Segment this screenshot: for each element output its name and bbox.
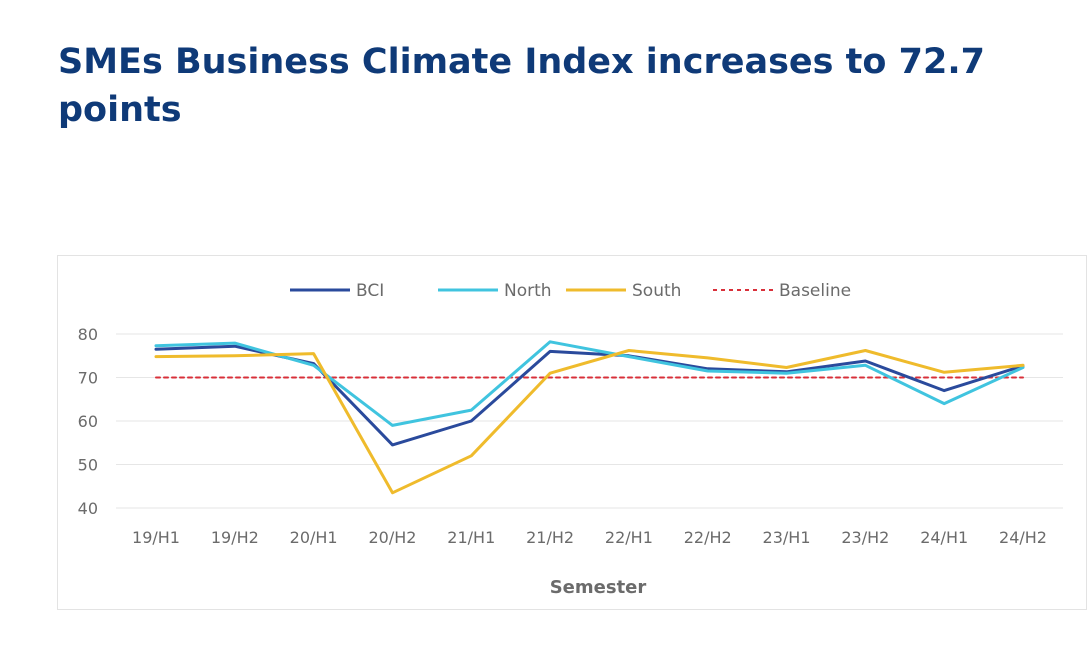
x-tick-label: 20/H2 xyxy=(368,528,416,547)
y-tick-label: 80 xyxy=(78,325,98,344)
x-tick-label: 22/H1 xyxy=(605,528,653,547)
chart-series xyxy=(154,340,1025,495)
y-tick-label: 60 xyxy=(78,412,98,431)
x-axis-label: Semester xyxy=(550,577,647,598)
x-tick-label: 19/H1 xyxy=(132,528,180,547)
legend-label-south: South xyxy=(632,281,681,301)
series-line-south xyxy=(154,349,1025,495)
legend-label-baseline: Baseline xyxy=(779,281,851,301)
x-tick-label: 21/H2 xyxy=(526,528,574,547)
chart-legend: BCI North South Baseline xyxy=(290,281,851,301)
chart-panel: BCI North South Baseline 40 50 60 70 80 19/H1 19… xyxy=(57,255,1087,610)
x-tick-label: 21/H1 xyxy=(447,528,495,547)
x-tick-label: 19/H2 xyxy=(211,528,259,547)
legend-label-north: North xyxy=(504,281,552,301)
page-title: SMEs Business Climate Index increases to… xyxy=(58,42,985,130)
chart-gridlines xyxy=(116,333,1063,509)
x-tick-label: 23/H2 xyxy=(841,528,889,547)
series-line-north xyxy=(154,340,1025,427)
legend-label-bci: BCI xyxy=(356,281,384,301)
y-tick-label: 50 xyxy=(78,456,98,475)
y-tick-label: 40 xyxy=(78,499,98,518)
x-tick-label: 24/H2 xyxy=(999,528,1047,547)
x-tick-label: 23/H1 xyxy=(763,528,811,547)
x-tick-label: 22/H2 xyxy=(684,528,732,547)
x-tick-label: 24/H1 xyxy=(920,528,968,547)
x-tick-label: 20/H1 xyxy=(290,528,338,547)
x-axis-ticks: 19/H1 19/H2 20/H1 20/H2 21/H1 21/H2 22/H1 22/H2… xyxy=(132,528,1047,547)
y-axis-ticks: 40 50 60 70 80 xyxy=(78,325,98,518)
y-tick-label: 70 xyxy=(78,369,98,388)
